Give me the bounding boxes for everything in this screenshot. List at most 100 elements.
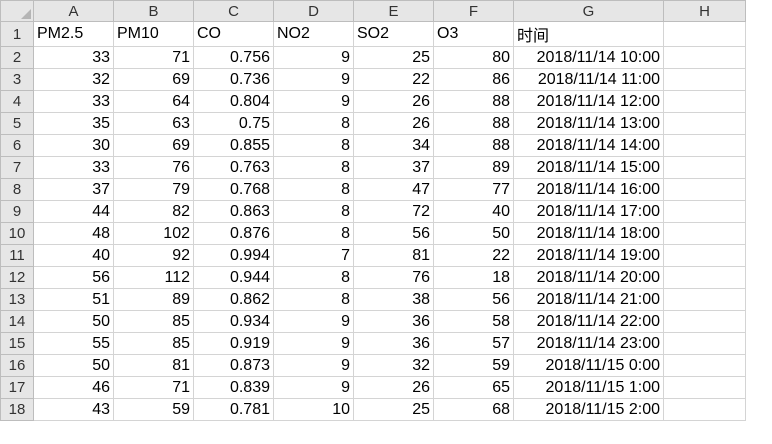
cell[interactable]: 9 — [273, 46, 354, 69]
cell[interactable]: 0.768 — [193, 178, 274, 201]
row-header[interactable]: 18 — [0, 398, 34, 421]
cell[interactable]: 2018/11/14 10:00 — [513, 46, 664, 69]
column-header-f[interactable]: F — [433, 0, 514, 22]
cell[interactable]: 时间 — [513, 21, 664, 47]
column-header-a[interactable]: A — [33, 0, 114, 22]
cell[interactable] — [663, 68, 746, 91]
cell[interactable]: 76 — [113, 156, 194, 179]
cell[interactable]: 71 — [113, 376, 194, 399]
cell[interactable] — [663, 134, 746, 157]
cell[interactable] — [663, 376, 746, 399]
cell[interactable]: 33 — [33, 156, 114, 179]
cell[interactable]: 58 — [433, 310, 514, 333]
cell[interactable]: 7 — [273, 244, 354, 267]
row-header[interactable]: 14 — [0, 310, 34, 333]
cell[interactable]: 2018/11/14 12:00 — [513, 90, 664, 113]
cell[interactable]: 0.839 — [193, 376, 274, 399]
cell[interactable]: 2018/11/14 20:00 — [513, 266, 664, 289]
column-header-e[interactable]: E — [353, 0, 434, 22]
cell[interactable]: 71 — [113, 46, 194, 69]
cell[interactable]: 8 — [273, 288, 354, 311]
cell[interactable]: 0.763 — [193, 156, 274, 179]
cell[interactable]: 34 — [353, 134, 434, 157]
cell[interactable]: 9 — [273, 90, 354, 113]
cell[interactable]: 25 — [353, 398, 434, 421]
cell[interactable]: 2018/11/14 14:00 — [513, 134, 664, 157]
cell[interactable]: PM10 — [113, 21, 194, 47]
cell[interactable]: 8 — [273, 156, 354, 179]
cell[interactable]: 64 — [113, 90, 194, 113]
cell[interactable] — [663, 332, 746, 355]
row-header[interactable]: 4 — [0, 90, 34, 113]
cell[interactable]: 32 — [353, 354, 434, 377]
cell[interactable]: 77 — [433, 178, 514, 201]
cell[interactable]: 50 — [33, 354, 114, 377]
cell[interactable]: 37 — [353, 156, 434, 179]
cell[interactable]: 68 — [433, 398, 514, 421]
cell[interactable]: 55 — [33, 332, 114, 355]
cell[interactable]: 2018/11/14 23:00 — [513, 332, 664, 355]
cell[interactable]: 22 — [353, 68, 434, 91]
column-header-c[interactable]: C — [193, 0, 274, 22]
cell[interactable]: 0.75 — [193, 112, 274, 135]
cell[interactable]: 51 — [33, 288, 114, 311]
cell[interactable]: 59 — [113, 398, 194, 421]
cell[interactable] — [663, 200, 746, 223]
cell[interactable]: 85 — [113, 332, 194, 355]
cell[interactable]: 0.934 — [193, 310, 274, 333]
cell[interactable]: 0.919 — [193, 332, 274, 355]
cell[interactable]: 0.736 — [193, 68, 274, 91]
row-header[interactable]: 9 — [0, 200, 34, 223]
cell[interactable] — [663, 288, 746, 311]
cell[interactable]: 88 — [433, 112, 514, 135]
cell[interactable]: 81 — [113, 354, 194, 377]
cell[interactable]: PM2.5 — [33, 21, 114, 47]
row-header[interactable]: 1 — [0, 21, 34, 47]
cell[interactable]: 79 — [113, 178, 194, 201]
cell[interactable] — [663, 244, 746, 267]
cell[interactable]: 0.873 — [193, 354, 274, 377]
cell[interactable]: 2018/11/14 21:00 — [513, 288, 664, 311]
cell[interactable] — [663, 46, 746, 69]
cell[interactable]: 82 — [113, 200, 194, 223]
cell[interactable]: 56 — [353, 222, 434, 245]
cell[interactable]: 8 — [273, 112, 354, 135]
cell[interactable]: 2018/11/14 11:00 — [513, 68, 664, 91]
cell[interactable]: 9 — [273, 68, 354, 91]
row-header[interactable]: 3 — [0, 68, 34, 91]
cell[interactable]: 0.944 — [193, 266, 274, 289]
row-header[interactable]: 7 — [0, 156, 34, 179]
cell[interactable]: 88 — [433, 90, 514, 113]
cell[interactable]: 43 — [33, 398, 114, 421]
cell[interactable]: 32 — [33, 68, 114, 91]
cell[interactable]: 80 — [433, 46, 514, 69]
cell[interactable]: SO2 — [353, 21, 434, 47]
cell[interactable]: 0.876 — [193, 222, 274, 245]
cell[interactable]: 44 — [33, 200, 114, 223]
cell[interactable]: 89 — [433, 156, 514, 179]
cell[interactable]: 9 — [273, 376, 354, 399]
cell[interactable]: 8 — [273, 222, 354, 245]
cell[interactable]: 2018/11/14 18:00 — [513, 222, 664, 245]
cell[interactable]: 26 — [353, 112, 434, 135]
cell[interactable]: 2018/11/15 2:00 — [513, 398, 664, 421]
cell[interactable]: 36 — [353, 332, 434, 355]
cell[interactable]: 57 — [433, 332, 514, 355]
select-all-corner[interactable] — [0, 0, 34, 22]
cell[interactable]: 8 — [273, 134, 354, 157]
cell[interactable]: NO2 — [273, 21, 354, 47]
row-header[interactable]: 5 — [0, 112, 34, 135]
cell[interactable]: 9 — [273, 332, 354, 355]
cell[interactable] — [663, 222, 746, 245]
cell[interactable]: 2018/11/15 1:00 — [513, 376, 664, 399]
cell[interactable]: O3 — [433, 21, 514, 47]
cell[interactable]: 33 — [33, 46, 114, 69]
cell[interactable]: 48 — [33, 222, 114, 245]
cell[interactable]: 0.756 — [193, 46, 274, 69]
cell[interactable]: 36 — [353, 310, 434, 333]
cell[interactable]: 65 — [433, 376, 514, 399]
cell[interactable]: 2018/11/14 16:00 — [513, 178, 664, 201]
cell[interactable]: 2018/11/15 0:00 — [513, 354, 664, 377]
cell[interactable]: 0.804 — [193, 90, 274, 113]
column-header-h[interactable]: H — [663, 0, 746, 22]
